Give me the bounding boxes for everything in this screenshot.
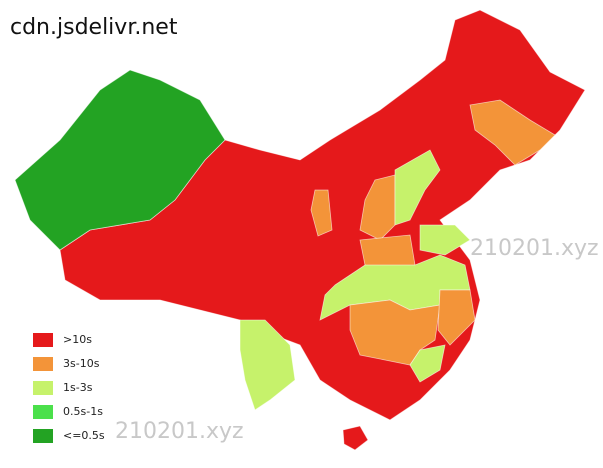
legend-label: 1s-3s xyxy=(63,381,93,394)
region xyxy=(469,99,556,166)
legend-swatch xyxy=(33,429,53,443)
region xyxy=(310,189,333,237)
legend-swatch xyxy=(33,357,53,371)
region xyxy=(14,69,226,251)
title: cdn.jsdelivr.net xyxy=(10,15,178,40)
region xyxy=(437,289,476,346)
region xyxy=(409,344,446,383)
watermark: 210201.xyz xyxy=(115,419,244,444)
legend-swatch xyxy=(33,381,53,395)
legend-swatch xyxy=(33,405,53,419)
china-map xyxy=(14,9,586,451)
region xyxy=(394,149,441,226)
legend: >10s 3s-10s 1s-3s 0.5s-1s <=0.5s xyxy=(33,333,105,443)
legend-label: >10s xyxy=(63,333,92,346)
region xyxy=(239,319,296,411)
legend-swatch xyxy=(33,333,53,347)
legend-label: <=0.5s xyxy=(63,429,105,442)
region xyxy=(342,425,369,451)
region xyxy=(419,224,471,256)
watermark: 210201.xyz xyxy=(470,236,599,261)
legend-label: 0.5s-1s xyxy=(63,405,103,418)
legend-label: 3s-10s xyxy=(63,357,100,370)
